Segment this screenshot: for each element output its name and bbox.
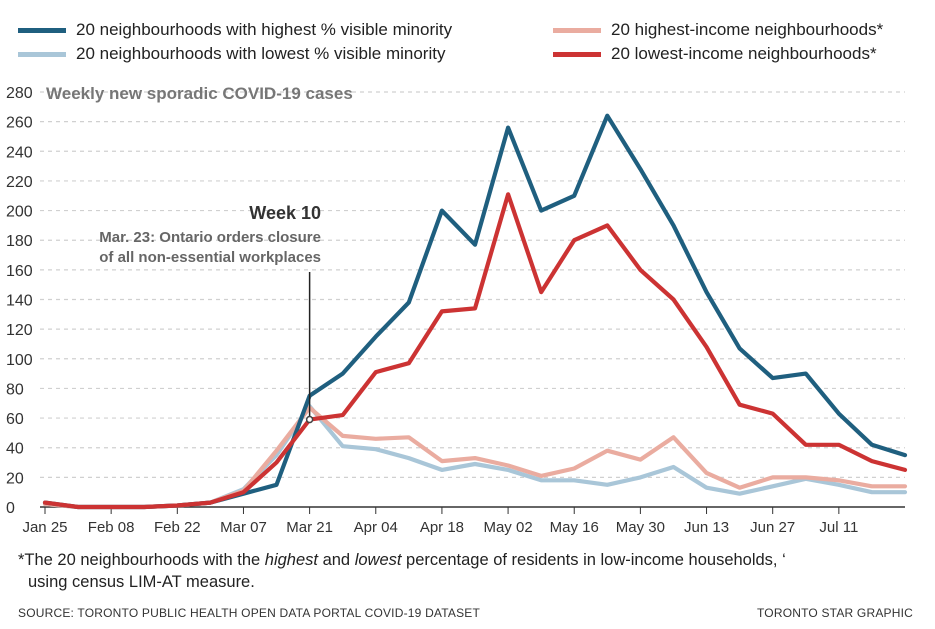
legend-swatch: [553, 27, 601, 33]
y-tick-label: 140: [6, 293, 33, 310]
y-tick-label: 260: [6, 115, 33, 132]
footnote-text: *The 20 neighbourhoods with the: [18, 551, 265, 569]
x-tick-label: Jul 11: [819, 519, 858, 536]
y-tick-label: 40: [6, 441, 24, 458]
y-tick-label: 280: [6, 85, 33, 102]
annotation-line-1: Mar. 23: Ontario orders closure: [99, 229, 321, 246]
x-tick-label: Feb 08: [88, 519, 135, 536]
footnote-emphasis: highest: [264, 551, 318, 569]
legend-label: 20 neighbourhoods with lowest % visible …: [76, 44, 446, 63]
legend-item-lowest-visible-minority: 20 neighbourhoods with lowest % visible …: [18, 44, 445, 64]
series-line: [42, 192, 908, 510]
legend-item-highest-income: 20 highest-income neighbourhoods*: [553, 20, 883, 40]
x-tick-label: Apr 04: [354, 519, 398, 536]
y-tick-label: 240: [6, 144, 33, 161]
x-tick-label: May 30: [616, 519, 665, 536]
series-line: [42, 405, 908, 510]
y-tick-label: 20: [6, 470, 24, 487]
annotation-marker: [305, 415, 314, 424]
legend: 20 neighbourhoods with highest % visible…: [0, 14, 935, 70]
legend-item-highest-visible-minority: 20 neighbourhoods with highest % visible…: [18, 20, 452, 40]
legend-label: 20 highest-income neighbourhoods*: [611, 20, 884, 39]
x-tick-label: Mar 07: [220, 519, 267, 536]
legend-label: 20 lowest-income neighbourhoods*: [611, 44, 877, 63]
source-credit: SOURCE: TORONTO PUBLIC HEALTH OPEN DATA …: [18, 606, 481, 620]
legend-swatch: [18, 51, 66, 57]
y-tick-label: 200: [6, 204, 33, 221]
x-tick-label: Apr 18: [420, 519, 464, 536]
footnote-emphasis: lowest: [354, 551, 402, 569]
x-tick-label: Feb 22: [154, 519, 201, 536]
gridlines: [40, 91, 905, 478]
legend-swatch: [553, 51, 601, 57]
y-tick-label: 0: [6, 500, 15, 517]
legend-item-lowest-income: 20 lowest-income neighbourhoods*: [553, 44, 877, 64]
y-tick-label: 100: [6, 352, 33, 369]
x-tick-label: Mar 21: [286, 519, 333, 536]
y-tick-label: 120: [6, 322, 33, 339]
y-tick-label: 60: [6, 411, 24, 428]
x-tick-label: May 02: [483, 519, 532, 536]
footnote-line-1: *The 20 neighbourhoods with the highest …: [18, 549, 918, 571]
footnote: *The 20 neighbourhoods with the highest …: [18, 549, 918, 593]
annotation: Week 10 Mar. 23: Ontario orders closure …: [99, 203, 321, 424]
legend-swatch: [18, 27, 66, 33]
y-tick-label: 180: [6, 233, 33, 250]
x-tick-label: Jun 27: [750, 519, 795, 536]
chart-title: Weekly new sporadic COVID-19 cases: [46, 84, 353, 103]
footnote-text: and: [317, 551, 355, 569]
y-tick-label: 80: [6, 381, 24, 398]
x-tick-label: Jun 13: [684, 519, 729, 536]
y-tick-label: 160: [6, 263, 33, 280]
legend-label: 20 neighbourhoods with highest % visible…: [76, 20, 453, 39]
series-lines: [42, 113, 908, 510]
x-tick-label: May 16: [550, 519, 599, 536]
y-tick-label: 220: [6, 174, 33, 191]
annotation-heading: Week 10: [249, 203, 321, 223]
x-tick-label: Jan 25: [22, 519, 67, 536]
footnote-line-2: using census LIM-AT measure.: [28, 573, 255, 591]
footnote-text: percentage of residents in low-income ho…: [401, 551, 786, 569]
annotation-line-2: of all non-essential workplaces: [99, 249, 321, 266]
graphic-credit: TORONTO STAR GRAPHIC: [756, 606, 913, 620]
